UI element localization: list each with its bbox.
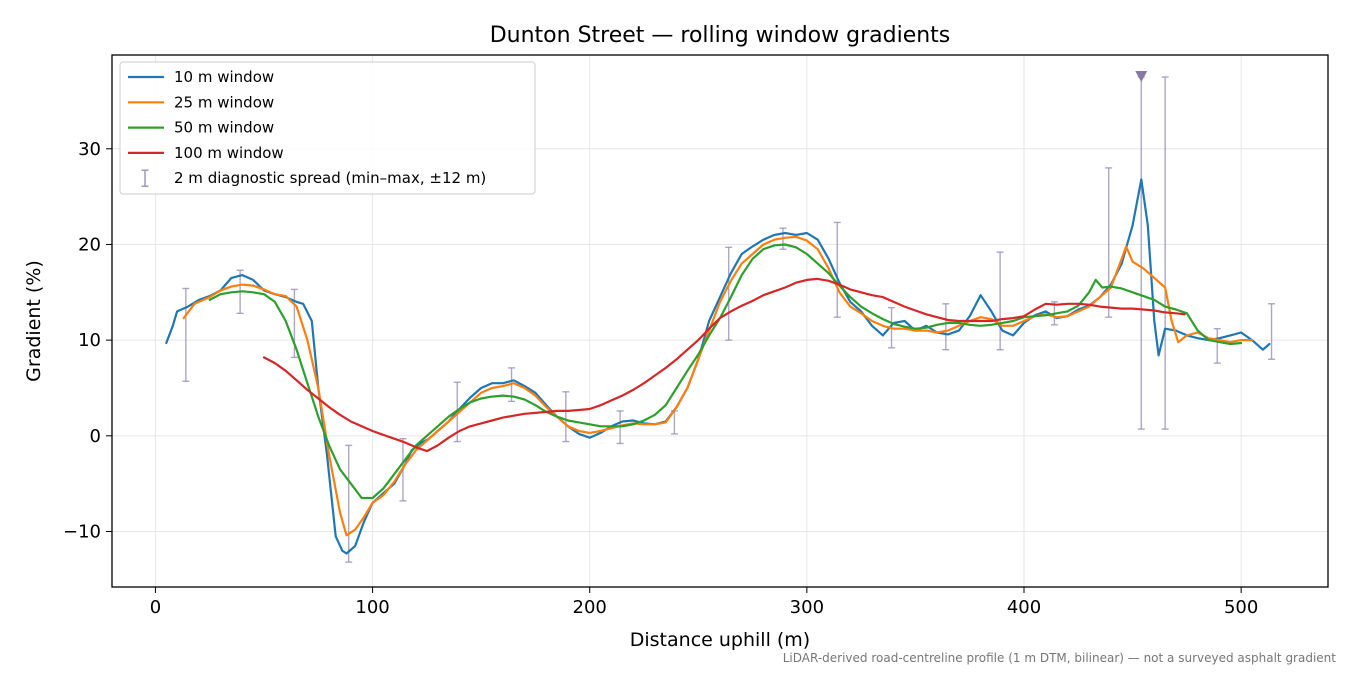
legend-label: 50 m window [174, 119, 274, 137]
diagnostic-spread-bar [833, 221, 841, 318]
diagnostic-spread-bar [725, 246, 733, 341]
diagnostic-spread-bar [942, 303, 950, 351]
series-lines [165, 178, 1271, 555]
legend-label: 10 m window [174, 68, 274, 86]
diagnostic-spread-bar [1105, 167, 1113, 318]
y-tick-label: 30 [78, 139, 101, 160]
diagnostic-spread-bar [996, 251, 1004, 351]
y-tick-label: 10 [78, 330, 101, 351]
x-tick-label: 100 [355, 597, 389, 618]
diagnostic-spread-bar [1268, 303, 1276, 360]
peak-marker [1135, 71, 1148, 83]
legend-box [119, 61, 536, 195]
x-tick-label: 300 [790, 597, 824, 618]
x-tick-label: 200 [573, 597, 607, 618]
x-axis-label: Distance uphill (m) [630, 629, 810, 651]
legend: 10 m window 25 m window 50 m window 100 m w… [119, 61, 536, 195]
diagnostic-spread-bar [1213, 327, 1221, 364]
series-line-3 [208, 243, 1243, 500]
x-tick-label: 500 [1224, 597, 1258, 618]
x-tick-label: 0 [150, 597, 161, 618]
diagnostic-spread-bar [1161, 76, 1169, 430]
legend-label: 2 m diagnostic spread (min–max, ±12 m) [174, 169, 486, 187]
series-line-4 [262, 277, 1186, 453]
peak-marker-group [1135, 71, 1148, 83]
caption: LiDAR-derived road-centreline profile (1… [782, 651, 1336, 665]
y-tick-label: 20 [78, 234, 101, 255]
x-tick-label: 400 [1007, 597, 1041, 618]
axis-ticks: 0 100 200 300 400 500 −10 0 10 20 30 [63, 139, 1258, 618]
diagnostic-spread-bar [345, 444, 353, 563]
legend-label: 25 m window [174, 93, 274, 111]
y-tick-label: −10 [63, 522, 101, 543]
y-tick-label: 0 [90, 426, 101, 447]
chart-title: Dunton Street — rolling window gradients [490, 23, 951, 48]
y-axis-label: Gradient (%) [23, 260, 45, 382]
diagnostic-spread-bar [562, 391, 570, 443]
plot-frame [111, 54, 1329, 588]
diagnostic-spread-bar [182, 287, 190, 382]
legend-label: 100 m window [174, 144, 284, 162]
